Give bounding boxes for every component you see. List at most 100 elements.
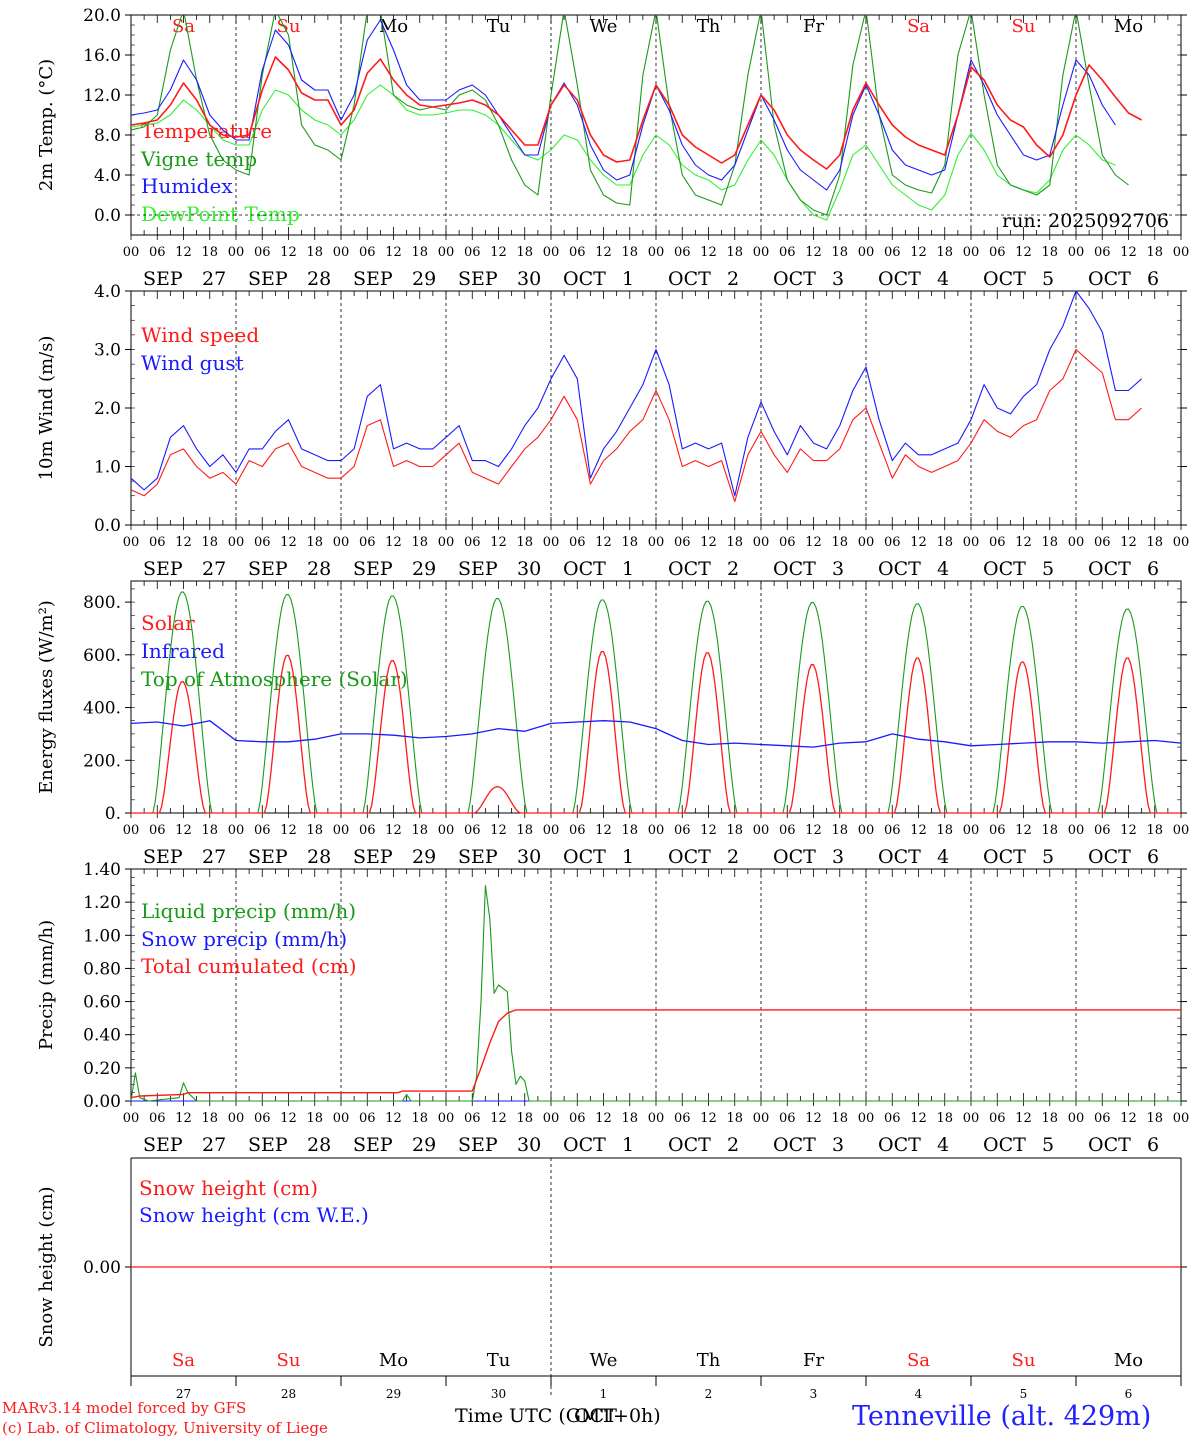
y-tick-label: 600. xyxy=(83,646,121,666)
day-number-label: 4 xyxy=(915,1387,923,1401)
hour-tick-label: 06 xyxy=(674,535,691,550)
hour-tick-label: 06 xyxy=(254,823,271,838)
hour-tick-label: 12 xyxy=(1120,535,1137,550)
date-month-label: OCT xyxy=(773,1134,816,1156)
date-day-label: 1 xyxy=(622,558,634,580)
date-day-label: 4 xyxy=(937,558,949,580)
y-tick-label: 0.0 xyxy=(94,516,121,536)
station-label: Tenneville (alt. 429m) xyxy=(852,1401,1152,1432)
date-day-label: 29 xyxy=(412,846,436,868)
hour-tick-label: 00 xyxy=(333,1111,350,1126)
date-day-label: 6 xyxy=(1147,268,1159,290)
weekday-label: Sa xyxy=(907,16,930,37)
hour-tick-label: 00 xyxy=(123,535,140,550)
legend-wind_speed: Wind speed xyxy=(141,323,259,347)
hour-tick-label: 00 xyxy=(1068,823,1085,838)
hour-tick-label: 06 xyxy=(884,823,901,838)
y-tick-label: 0. xyxy=(105,804,121,824)
hour-tick-label: 12 xyxy=(910,823,927,838)
series-solar xyxy=(131,650,1181,814)
date-month-label: SEP xyxy=(458,268,498,290)
legend-snow_precip: Snow precip (mm/h) xyxy=(141,927,347,951)
y-tick-label: 1.40 xyxy=(83,860,121,880)
hour-tick-label: 12 xyxy=(385,535,402,550)
hour-tick-label: 12 xyxy=(1015,1111,1032,1126)
hour-tick-label: 18 xyxy=(1041,1111,1058,1126)
hour-tick-label: 00 xyxy=(228,823,245,838)
date-day-label: 5 xyxy=(1042,1134,1054,1156)
hour-tick-label: 12 xyxy=(595,245,612,260)
hour-tick-label: 06 xyxy=(569,823,586,838)
y-tick-label: 4.0 xyxy=(94,282,121,302)
date-day-label: 30 xyxy=(517,268,541,290)
date-day-label: 30 xyxy=(517,1134,541,1156)
hour-tick-label: 00 xyxy=(333,245,350,260)
weekday-label: We xyxy=(590,16,618,37)
hour-tick-label: 12 xyxy=(490,1111,507,1126)
date-month-label: SEP xyxy=(353,268,393,290)
hour-tick-label: 18 xyxy=(201,245,218,260)
hour-tick-label: 18 xyxy=(411,535,428,550)
panel-1: 0.04.08.012.016.020.02m Temp. (°C) Temper… xyxy=(36,6,1189,290)
hour-tick-label: 18 xyxy=(516,1111,533,1126)
hour-tick-label: 12 xyxy=(805,823,822,838)
hour-tick-label: 06 xyxy=(149,245,166,260)
date-day-label: 3 xyxy=(832,846,844,868)
hour-tick-label: 00 xyxy=(543,1111,560,1126)
hour-tick-label: 12 xyxy=(595,535,612,550)
hour-tick-label: 00 xyxy=(228,245,245,260)
hour-tick-label: 06 xyxy=(779,1111,796,1126)
hour-tick-label: 18 xyxy=(936,535,953,550)
hour-tick-label: 06 xyxy=(149,823,166,838)
y-axis-label: Precip (mm/h) xyxy=(36,920,57,1050)
hour-tick-label: 18 xyxy=(306,535,323,550)
date-month-label: SEP xyxy=(143,846,183,868)
date-day-label: 28 xyxy=(307,268,331,290)
date-day-label: 2 xyxy=(727,846,739,868)
hour-tick-label: 18 xyxy=(726,245,743,260)
hour-tick-label: 06 xyxy=(989,245,1006,260)
hour-tick-label: 00 xyxy=(753,245,770,260)
day-number-label: 27 xyxy=(176,1387,191,1401)
date-day-label: 28 xyxy=(307,1134,331,1156)
weekday-label: Fr xyxy=(803,16,824,37)
hour-tick-label: 00 xyxy=(543,245,560,260)
hour-tick-label: 06 xyxy=(569,535,586,550)
hour-tick-label: 06 xyxy=(569,1111,586,1126)
date-day-label: 28 xyxy=(307,558,331,580)
y-tick-label: 1.20 xyxy=(83,893,121,913)
y-axis-label: Snow height (cm) xyxy=(36,1186,57,1347)
series-temperature xyxy=(131,56,1142,170)
y-tick-label: 200. xyxy=(83,751,121,771)
hour-tick-label: 00 xyxy=(963,245,980,260)
hour-tick-label: 06 xyxy=(569,245,586,260)
hour-tick-label: 18 xyxy=(1041,823,1058,838)
date-month-label: OCT xyxy=(773,268,816,290)
hour-tick-label: 00 xyxy=(648,823,665,838)
hour-tick-label: 00 xyxy=(228,1111,245,1126)
series-humidex xyxy=(131,19,1116,191)
hour-tick-label: 12 xyxy=(490,245,507,260)
hour-tick-label: 12 xyxy=(280,1111,297,1126)
hour-tick-label: 12 xyxy=(385,823,402,838)
date-month-label: OCT xyxy=(563,268,606,290)
hour-tick-label: 18 xyxy=(621,1111,638,1126)
x-axis-label: Time UTC (GMT+0h) xyxy=(455,1405,661,1427)
hour-tick-label: 12 xyxy=(385,1111,402,1126)
hour-tick-label: 18 xyxy=(831,823,848,838)
hour-tick-label: 12 xyxy=(1015,535,1032,550)
date-month-label: SEP xyxy=(353,1134,393,1156)
series-wind_speed xyxy=(130,348,1142,503)
hour-tick-label: 06 xyxy=(674,823,691,838)
hour-tick-label: 18 xyxy=(726,535,743,550)
hour-tick-label: 18 xyxy=(936,245,953,260)
hour-tick-label: 00 xyxy=(963,535,980,550)
hour-tick-label: 00 xyxy=(438,823,455,838)
weekday-label: Su xyxy=(277,1350,301,1371)
hour-tick-label: 18 xyxy=(201,535,218,550)
hour-tick-label: 00 xyxy=(543,535,560,550)
date-month-label: OCT xyxy=(773,558,816,580)
date-day-label: 30 xyxy=(517,558,541,580)
hour-tick-label: 06 xyxy=(1094,245,1111,260)
